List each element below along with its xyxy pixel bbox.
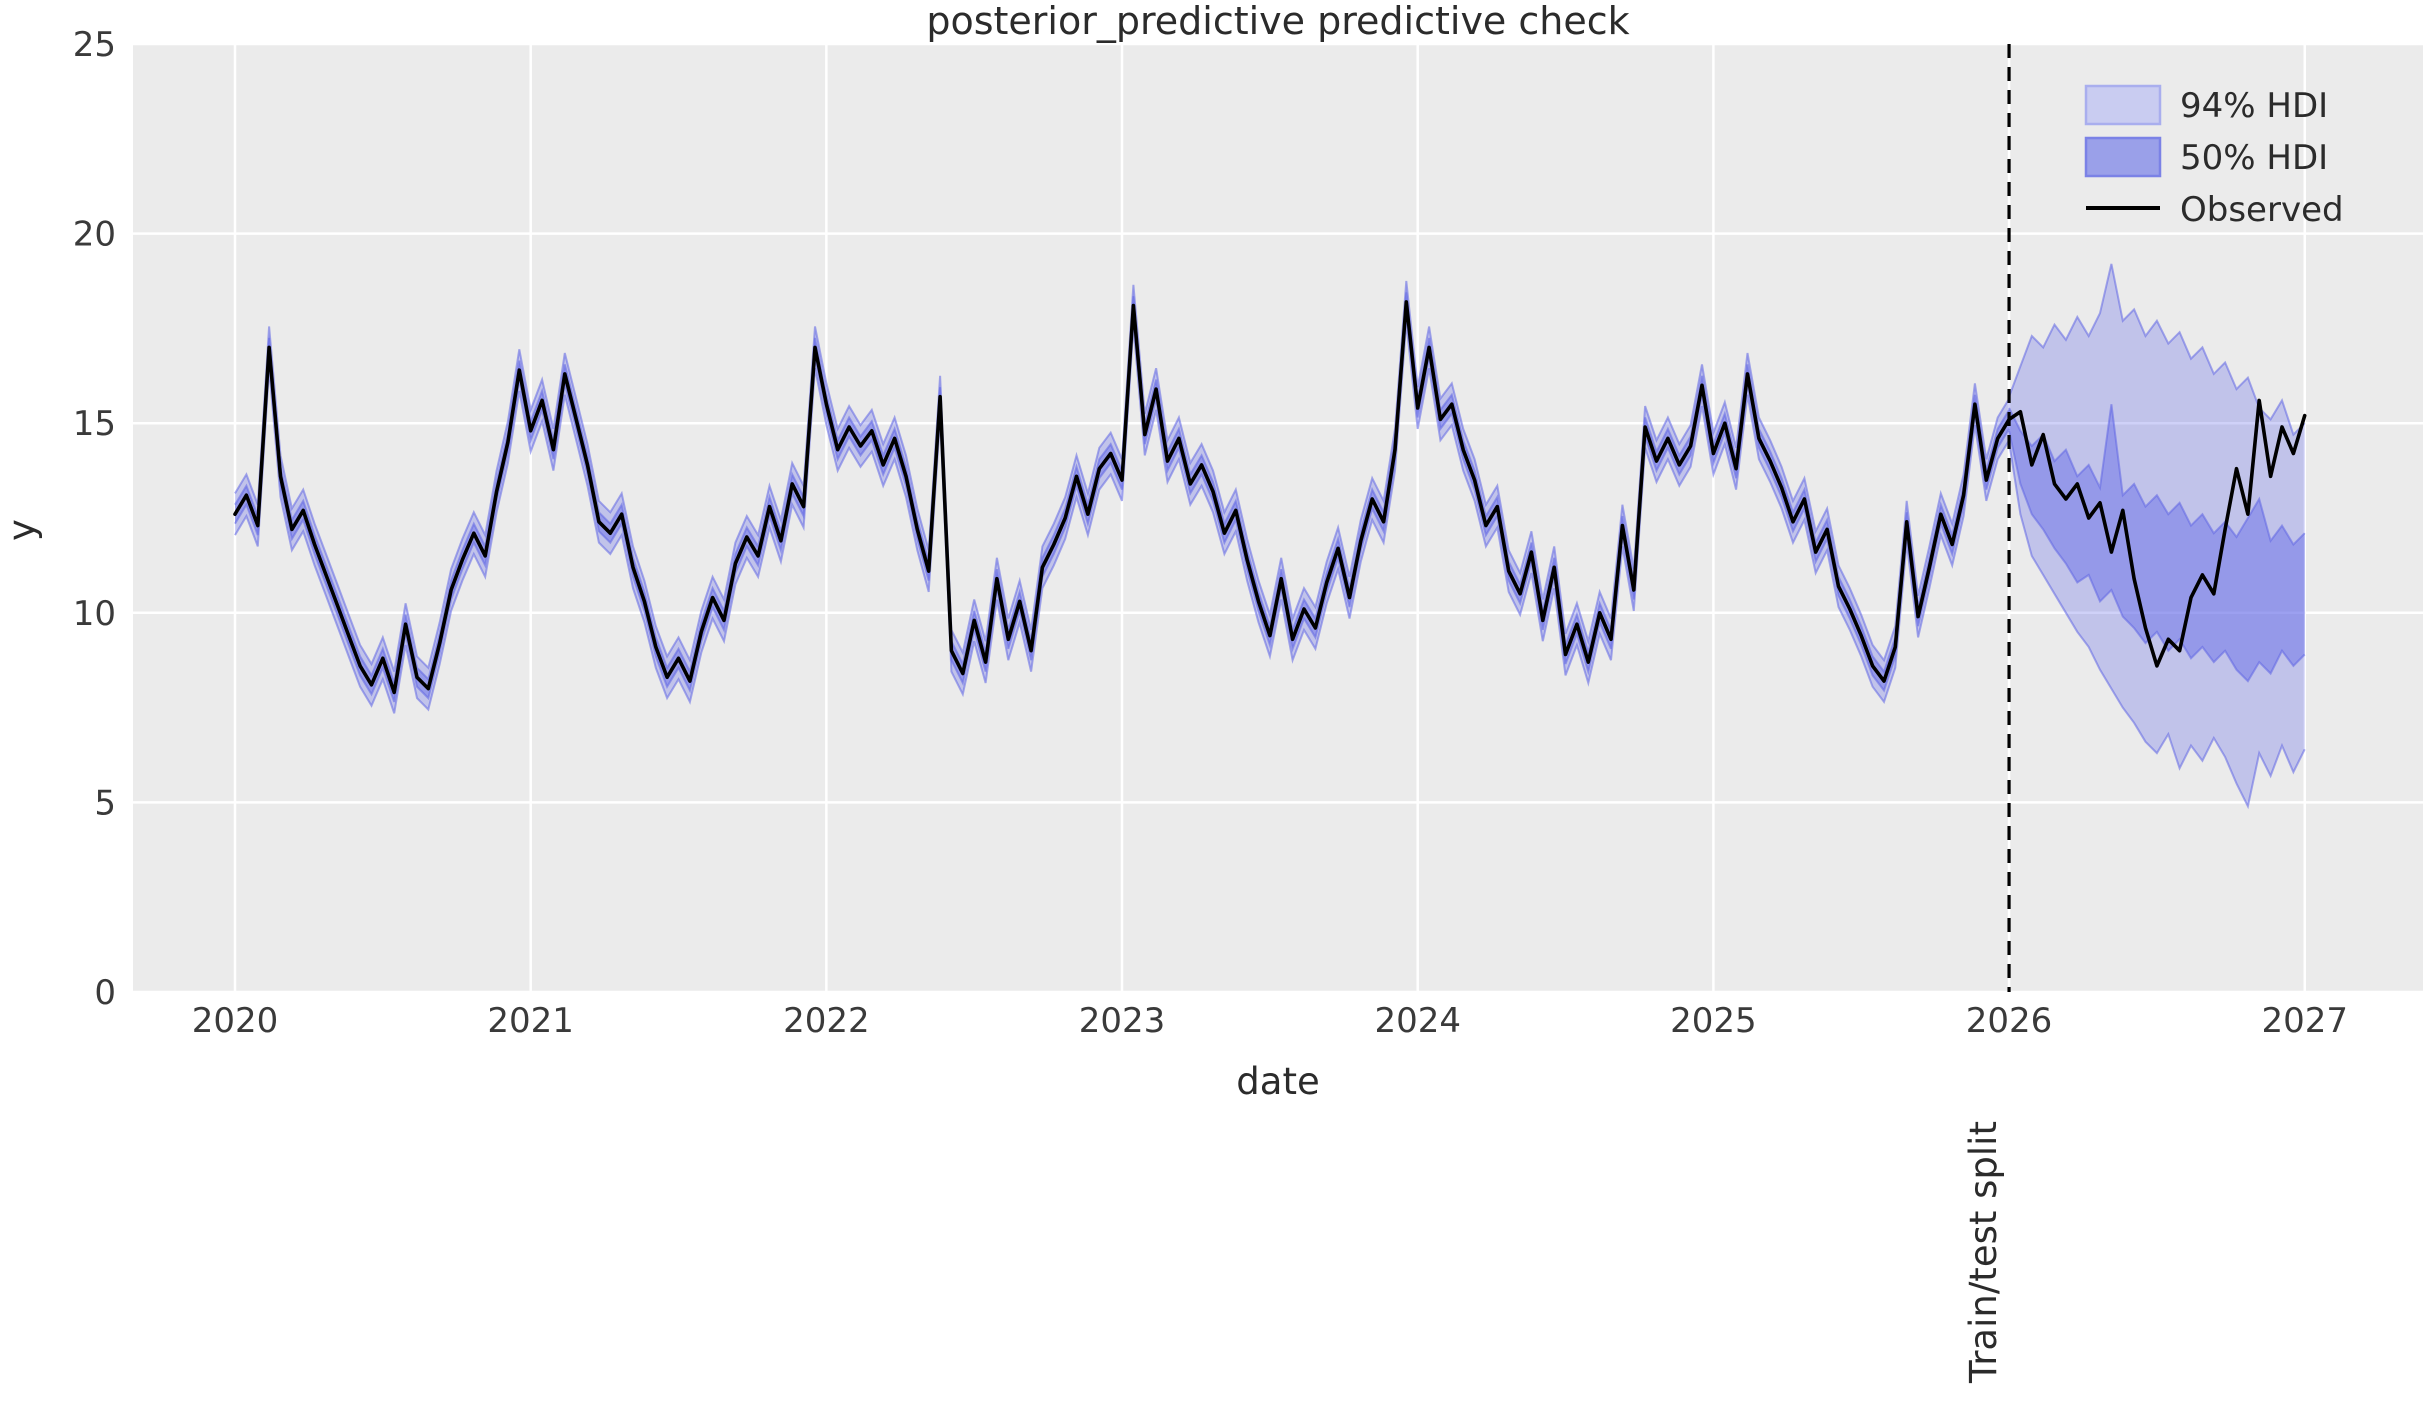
y-tick-label: 10 xyxy=(73,594,116,634)
observed-line-path xyxy=(233,300,2307,695)
hdi-50-band-forecast xyxy=(2009,404,2305,682)
legend: 94% HDI 50% HDI Observed xyxy=(2084,84,2344,230)
y-tick-label: 0 xyxy=(94,973,116,1013)
x-tick-label: 2027 xyxy=(2261,1001,2348,1041)
x-tick-label: 2022 xyxy=(783,1001,870,1041)
legend-label-50-hdi: 50% HDI xyxy=(2180,138,2328,178)
y-tick-label: 5 xyxy=(94,783,116,823)
y-axis-label: y xyxy=(0,519,43,541)
hdi-50-band-forecast-upper-edge xyxy=(2008,404,2306,547)
y-tick-label: 25 xyxy=(73,25,116,65)
hdi-50-band-train-lower-edge xyxy=(234,311,2010,703)
x-tick-label: 2025 xyxy=(1670,1001,1757,1041)
hdi-94-band-forecast-lower-edge xyxy=(2008,442,2306,810)
y-tick-labels: 0 5 10 15 20 25 xyxy=(73,25,116,1013)
hdi-50-band-forecast-lower-edge xyxy=(2008,430,2306,683)
legend-label-94-hdi: 94% HDI xyxy=(2180,86,2328,126)
x-tick-label: 2023 xyxy=(1079,1001,1166,1041)
x-tick-label: 2021 xyxy=(487,1001,574,1041)
x-axis-label: date xyxy=(1236,1060,1319,1103)
x-tick-label: 2024 xyxy=(1374,1001,1461,1041)
hdi-94-band-forecast-upper-edge xyxy=(2008,263,2306,437)
hdi94-swatch-icon xyxy=(2084,84,2162,126)
split-label: Train/test split xyxy=(1962,1121,2005,1384)
hdi50-swatch-icon xyxy=(2084,136,2162,178)
observed-line xyxy=(233,300,2307,695)
chart-title: posterior_predictive predictive check xyxy=(926,0,1629,43)
x-tick-label: 2026 xyxy=(1966,1001,2053,1041)
legend-label-observed: Observed xyxy=(2180,190,2344,230)
x-tick-label: 2020 xyxy=(192,1001,279,1041)
hdi-94-band-train-lower-edge xyxy=(234,322,2010,714)
legend-item-50-hdi: 50% HDI xyxy=(2084,136,2328,178)
y-tick-label: 15 xyxy=(73,404,116,444)
legend-item-observed: Observed xyxy=(2086,190,2344,230)
y-tick-label: 20 xyxy=(73,215,116,255)
legend-item-94-hdi: 94% HDI xyxy=(2084,84,2328,126)
x-tick-labels: 2020 2021 2022 2023 2024 2025 2026 2027 xyxy=(192,1001,2348,1041)
